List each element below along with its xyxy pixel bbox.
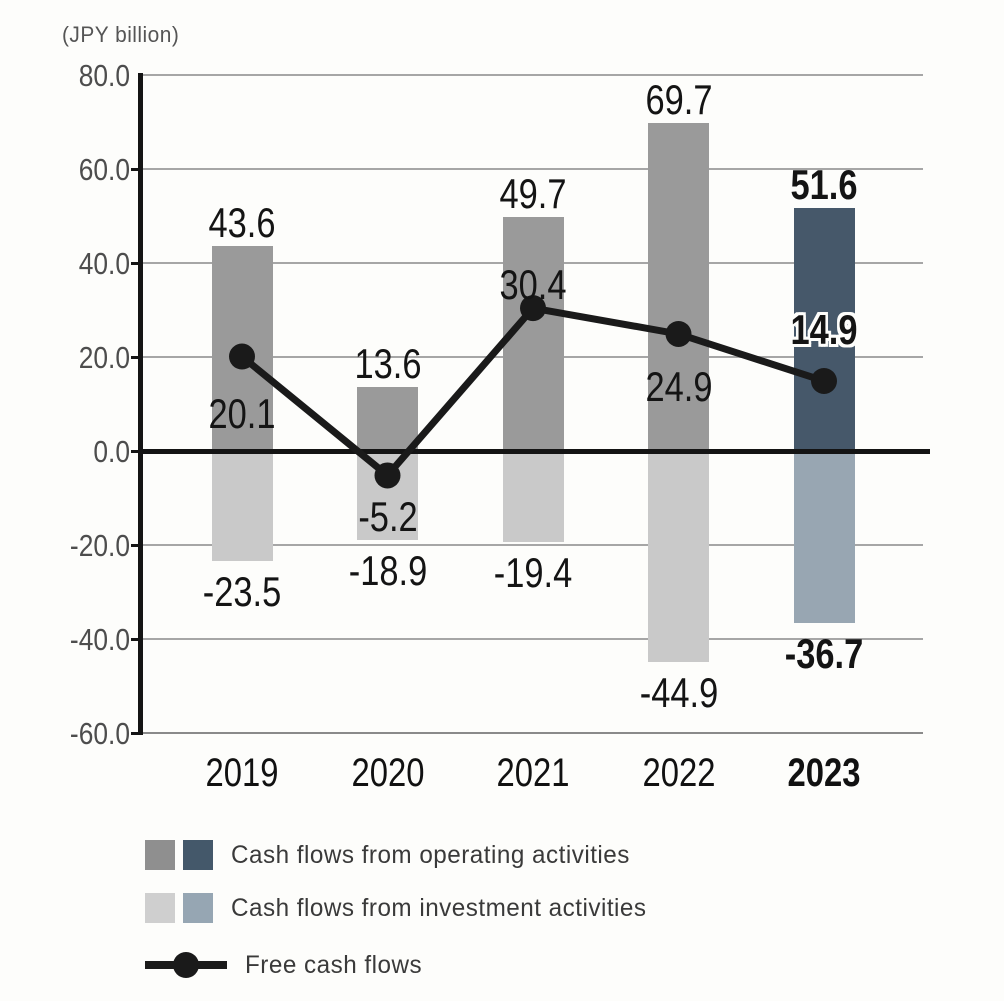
y-axis-tick-mark <box>131 449 140 453</box>
value-label-free-cash-flows-2021: 30.4 <box>499 261 567 309</box>
x-axis-label-2021: 2021 <box>496 751 570 795</box>
value-label-operating-2020: 13.6 <box>353 340 422 388</box>
line-dot-marker-icon <box>145 950 227 980</box>
value-label-free-cash-flows-2019: 20.1 <box>208 389 276 437</box>
zero-axis-line <box>140 448 930 454</box>
gridline <box>140 168 923 170</box>
x-axis-label-2022: 2022 <box>642 751 715 795</box>
value-label-investment-2023: -36.7 <box>784 630 864 678</box>
x-axis-label-2020: 2020 <box>351 751 424 795</box>
gridline <box>140 544 923 546</box>
gridline <box>140 638 923 640</box>
gridline <box>140 732 923 734</box>
legend-item-operating: Cash flows from operating activities <box>145 840 642 870</box>
value-label-investment-2022: -44.9 <box>639 669 718 717</box>
y-axis-tick-label: -20.0 <box>69 528 130 563</box>
operating-swatch-2023 <box>183 840 213 870</box>
bar-investment-2021 <box>502 451 564 543</box>
bar-investment-2023 <box>793 451 855 624</box>
value-label-operating-2021: 49.7 <box>499 170 567 218</box>
legend-label-operating: Cash flows from operating activities <box>231 840 630 869</box>
bar-investment-2019 <box>211 451 273 562</box>
y-axis-tick-mark <box>131 543 140 547</box>
legend-dot <box>173 952 199 978</box>
value-label-investment-2020: -18.9 <box>348 546 427 594</box>
y-axis-tick-label: 0.0 <box>93 434 130 469</box>
gridline <box>140 74 923 76</box>
y-axis-tick-label: 60.0 <box>78 152 130 187</box>
bar-operating-2021 <box>502 217 564 451</box>
legend-item-investment: Cash flows from investment activities <box>145 893 659 923</box>
value-label-operating-2019: 43.6 <box>208 199 276 247</box>
investment-swatch-2023 <box>183 893 213 923</box>
value-label-free-cash-flows-2023: 14.9 <box>790 305 858 353</box>
value-label-free-cash-flows-2020: -5.2 <box>357 493 418 541</box>
bar-investment-2022 <box>648 451 709 663</box>
legend-label-investment: Cash flows from investment activities <box>231 893 647 922</box>
y-axis-tick-mark <box>131 355 140 359</box>
y-axis-line <box>138 73 143 735</box>
investment-swatch-default <box>145 893 175 923</box>
y-axis-tick-mark <box>131 731 140 735</box>
unit-label: (JPY billion) <box>62 22 180 47</box>
operating-swatch-default <box>145 840 175 870</box>
y-axis-tick-mark <box>131 167 140 171</box>
x-axis-label-2019: 2019 <box>205 751 279 795</box>
y-axis-tick-label: -60.0 <box>69 716 130 751</box>
y-axis-tick-mark <box>131 637 140 641</box>
y-axis-tick-label: 40.0 <box>78 246 130 281</box>
y-axis-tick-label: -40.0 <box>69 622 130 657</box>
legend-item-free-cash-flows: Free cash flows <box>145 950 428 980</box>
y-axis-tick-label: 80.0 <box>78 58 130 93</box>
x-axis-label-2023: 2023 <box>787 751 861 795</box>
value-label-investment-2019: -23.5 <box>202 568 282 616</box>
value-label-free-cash-flows-2022: 24.9 <box>644 362 713 410</box>
y-axis-tick-mark <box>131 261 140 265</box>
value-label-operating-2022: 69.7 <box>644 76 713 124</box>
bar-operating-2020 <box>357 387 418 451</box>
legend-label-free-cash-flows: Free cash flows <box>245 950 423 979</box>
y-axis-tick-label: 20.0 <box>78 340 130 375</box>
value-label-investment-2021: -19.4 <box>493 549 573 597</box>
value-label-operating-2023: 51.6 <box>790 161 858 209</box>
